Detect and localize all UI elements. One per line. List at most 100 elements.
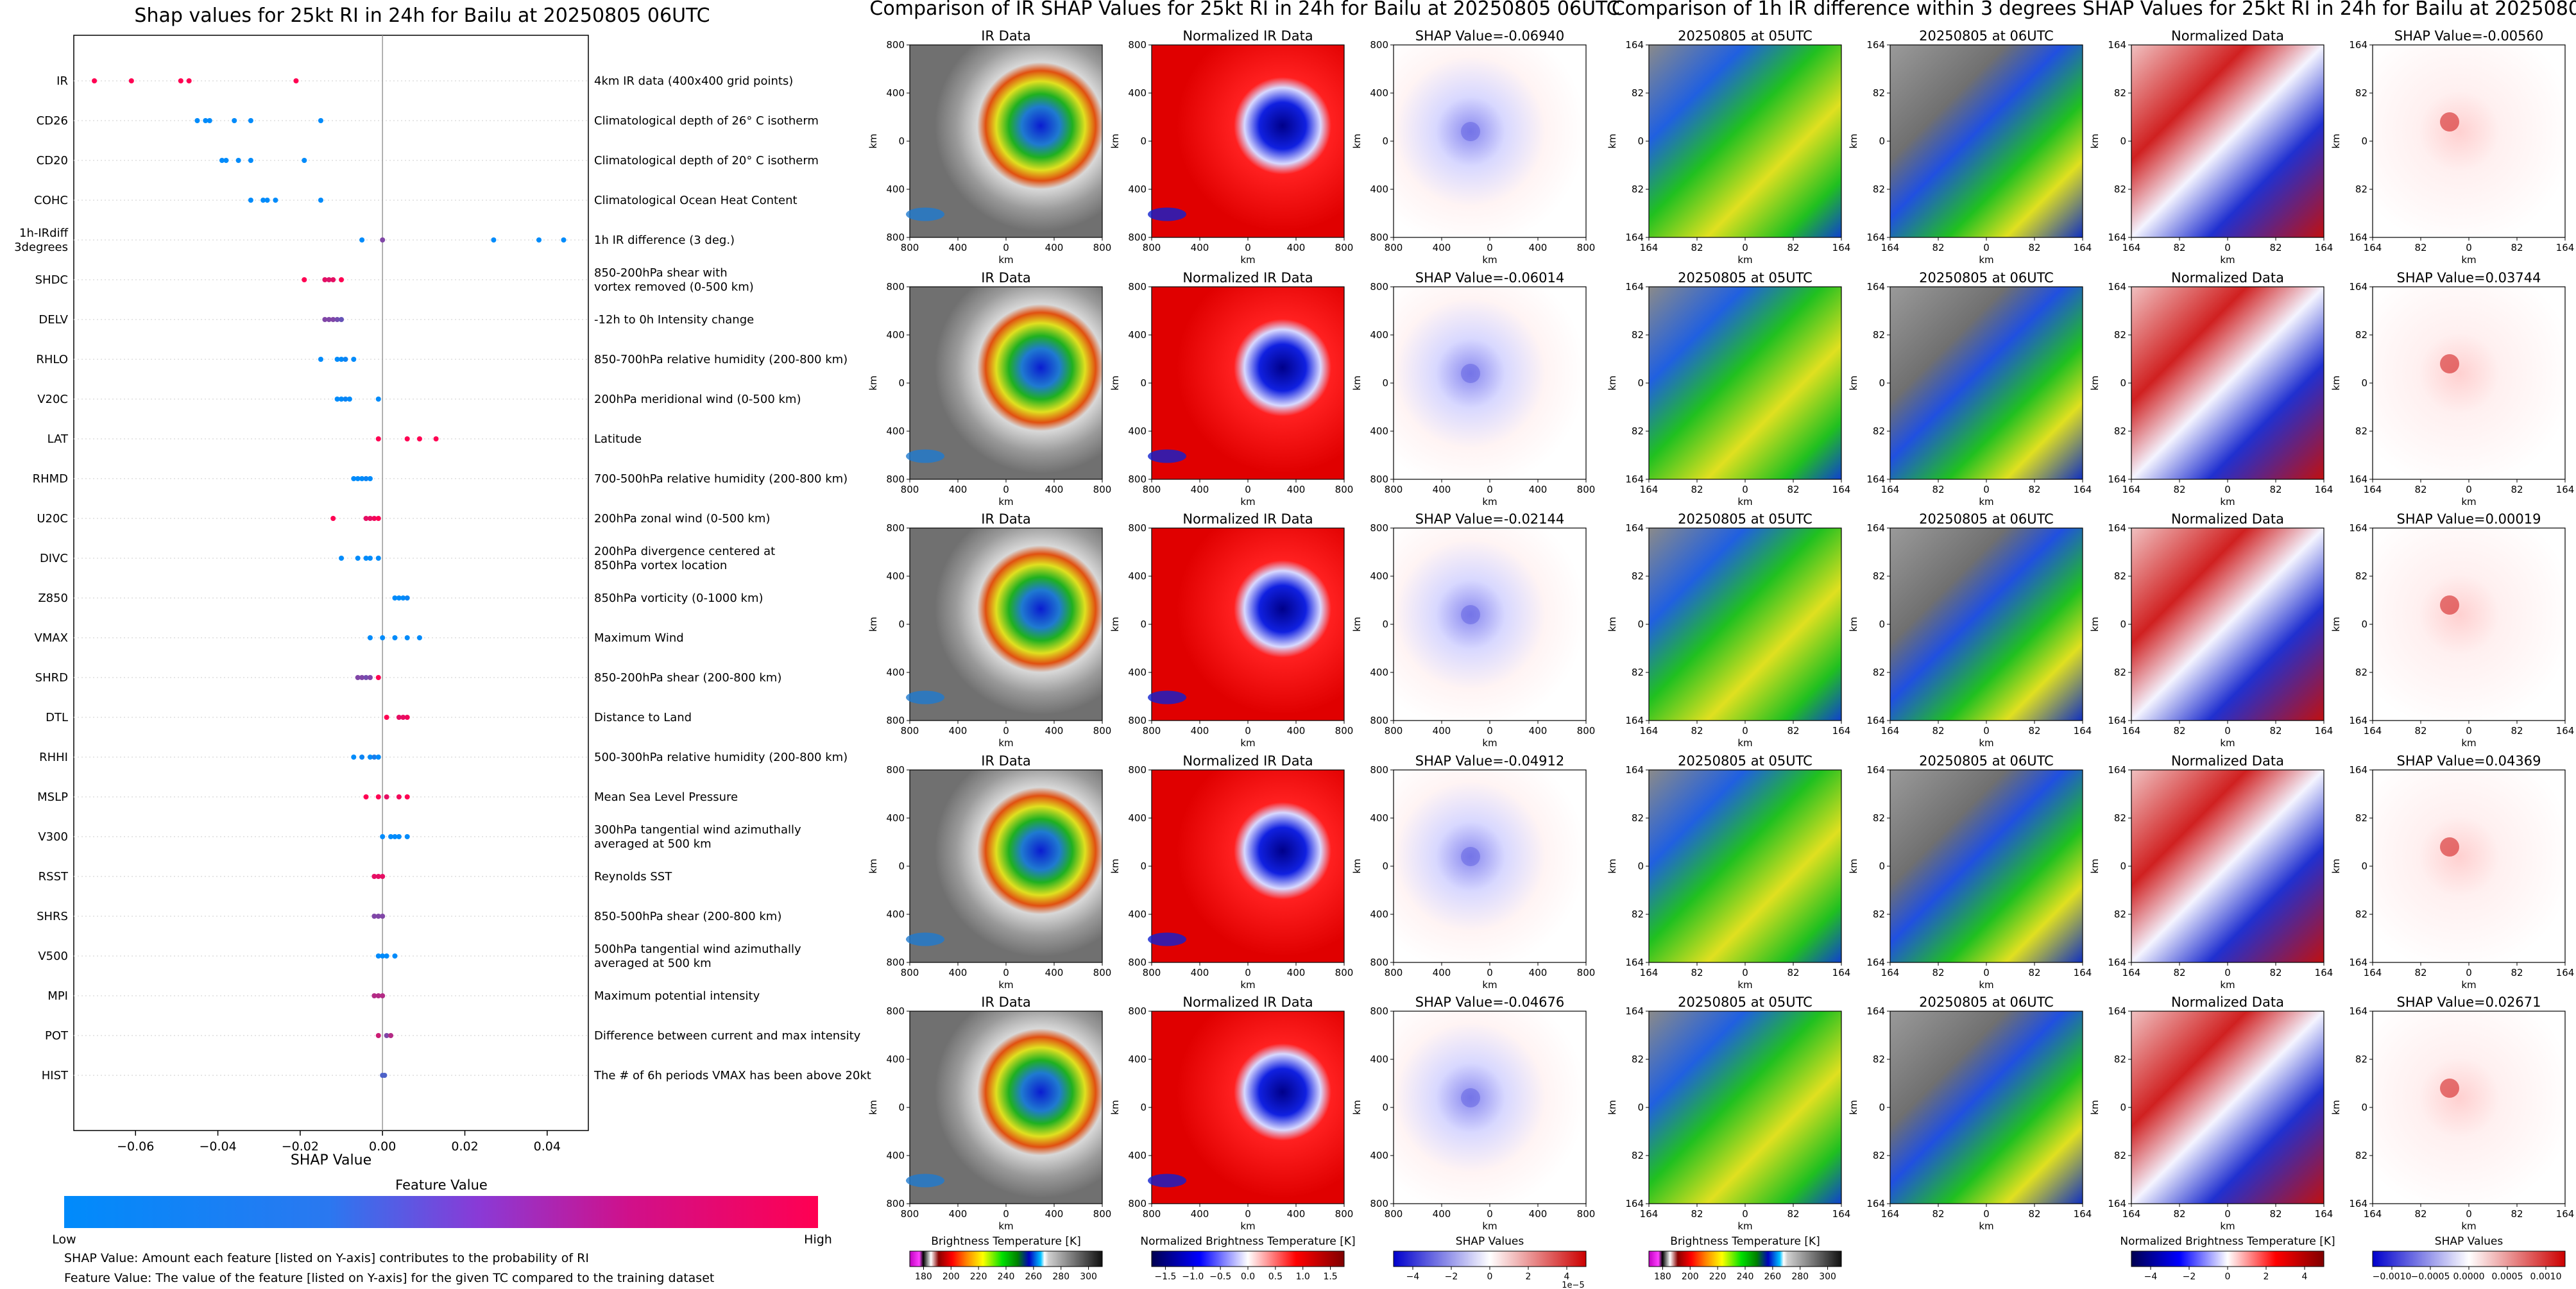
colorbar-tick-label: −2 xyxy=(2183,1272,2196,1282)
y-axis-label: km xyxy=(1607,617,1618,631)
y-tick-label: 0 xyxy=(1879,377,1885,389)
panel-title: Normalized IR Data xyxy=(1182,28,1313,44)
y-tick-label: 0 xyxy=(898,377,905,389)
y-axis-label: km xyxy=(1351,375,1363,390)
y-tick-label: 800 xyxy=(1370,232,1388,243)
y-tick-label: 400 xyxy=(1370,329,1388,341)
feature-row: MPI Maximum potential intensity xyxy=(47,989,760,1003)
x-tick-label: 0 xyxy=(1742,242,1748,253)
x-tick-label: 400 xyxy=(1191,484,1209,495)
shap-point xyxy=(318,357,323,362)
x-tick-label: 800 xyxy=(1093,967,1112,978)
x-tick-label: 164 xyxy=(2364,967,2382,978)
colorbar-tick-label: 240 xyxy=(998,1272,1015,1282)
y-tick-label: 82 xyxy=(1632,87,1644,99)
panel-title: Normalized Data xyxy=(2171,511,2284,527)
feature-row: CD26 Climatological depth of 26° C isothe… xyxy=(37,114,819,128)
feature-description: Mean Sea Level Pressure xyxy=(594,790,738,804)
y-axis-label: km xyxy=(1848,375,1859,390)
shap-point xyxy=(400,595,406,601)
feature-description: Difference between current and max inten… xyxy=(594,1029,861,1043)
x-tick-label: 82 xyxy=(2414,242,2427,253)
shap-point xyxy=(384,715,389,720)
feature-name: V300 xyxy=(38,830,68,844)
y-tick-label: 400 xyxy=(1128,909,1147,920)
shap-point xyxy=(375,675,381,680)
shap-point xyxy=(355,556,361,561)
y-tick-label: 400 xyxy=(886,1150,905,1161)
y-tick-label: 164 xyxy=(2349,1005,2367,1017)
y-tick-label: 82 xyxy=(2114,184,2126,195)
x-tick-label: 164 xyxy=(2122,725,2141,737)
feature-description: Maximum Wind xyxy=(594,631,684,645)
x-tick-label: 82 xyxy=(1691,242,1703,253)
y-tick-label: 82 xyxy=(1873,909,1885,920)
shap-point xyxy=(367,755,373,760)
x-tick-label: 164 xyxy=(2315,242,2333,253)
x-tick-label: 164 xyxy=(2364,484,2382,495)
x-tick-label: 82 xyxy=(2173,967,2185,978)
x-tick-label: 800 xyxy=(1385,725,1403,737)
feature-description: 200hPa zonal wind (0-500 km) xyxy=(594,512,771,525)
y-tick-label: 0 xyxy=(1637,135,1644,147)
island-cloud xyxy=(1148,1174,1186,1188)
feature-row: POT Difference between current and max in… xyxy=(45,1029,861,1043)
x-tick-label: 400 xyxy=(1433,967,1451,978)
y-tick-label: 164 xyxy=(1625,1198,1644,1209)
x-tick-label: 0.02 xyxy=(451,1140,478,1154)
x-tick-label: −0.02 xyxy=(282,1140,319,1154)
colorbar: Normalized Brightness Temperature [K] −4 −… xyxy=(2120,1235,2335,1282)
x-tick-label: 800 xyxy=(1143,1208,1161,1220)
x-tick-label: 800 xyxy=(901,725,919,737)
x-tick-label: 164 xyxy=(1881,725,1900,737)
feature-name: RHMD xyxy=(33,472,68,486)
y-tick-label: 164 xyxy=(1866,39,1885,51)
x-tick-label: 800 xyxy=(1577,967,1596,978)
shap-hotspot xyxy=(2440,354,2459,373)
feature-description: 300hPa tangential wind azimuthally averag… xyxy=(594,823,801,851)
feature-description: -12h to 0h Intensity change xyxy=(594,313,754,327)
x-tick-label: 164 xyxy=(1881,242,1900,253)
y-tick-label: 0 xyxy=(1879,619,1885,630)
panel-image xyxy=(1151,527,1345,721)
y-tick-label: 800 xyxy=(1128,39,1147,51)
x-tick-label: 164 xyxy=(2315,484,2333,495)
shap-point xyxy=(248,198,253,203)
y-tick-label: 0 xyxy=(1637,377,1644,389)
shap-point xyxy=(339,277,345,282)
x-tick-label: 164 xyxy=(1881,484,1900,495)
shap-point xyxy=(248,158,253,163)
y-tick-label: 164 xyxy=(2349,957,2367,968)
x-tick-label: 0 xyxy=(2466,484,2472,495)
x-tick-label: 164 xyxy=(2556,484,2575,495)
shap-point xyxy=(392,834,398,839)
shap-point xyxy=(355,476,361,481)
y-tick-label: 0 xyxy=(1637,619,1644,630)
y-tick-label: 82 xyxy=(2355,667,2367,678)
x-tick-label: 164 xyxy=(2556,725,2575,737)
shap-point xyxy=(375,914,381,919)
shap-point xyxy=(363,556,369,561)
x-tick-label: 400 xyxy=(1287,1208,1306,1220)
panel-title: Normalized Data xyxy=(2171,753,2284,769)
panel-image xyxy=(1889,44,2083,238)
y-tick-label: 164 xyxy=(2108,522,2126,534)
y-tick-label: 82 xyxy=(2114,329,2126,341)
x-tick-label: 0 xyxy=(1487,967,1493,978)
y-tick-label: 82 xyxy=(1632,184,1644,195)
shap-point xyxy=(326,317,332,322)
y-tick-label: 82 xyxy=(2114,667,2126,678)
x-tick-label: 400 xyxy=(1529,1208,1548,1220)
x-tick-label: 0 xyxy=(1245,484,1251,495)
panel-image xyxy=(1889,1011,2083,1204)
feature-row: SHRD 850-200hPa shear (200-800 km) xyxy=(35,671,782,685)
y-tick-label: 400 xyxy=(886,1054,905,1065)
colorbar-tick-label: −1.0 xyxy=(1182,1272,1204,1282)
colorbar-tick-label: −4 xyxy=(2144,1272,2158,1282)
x-tick-label: 0 xyxy=(1983,1208,1990,1220)
island-cloud xyxy=(906,1174,944,1188)
